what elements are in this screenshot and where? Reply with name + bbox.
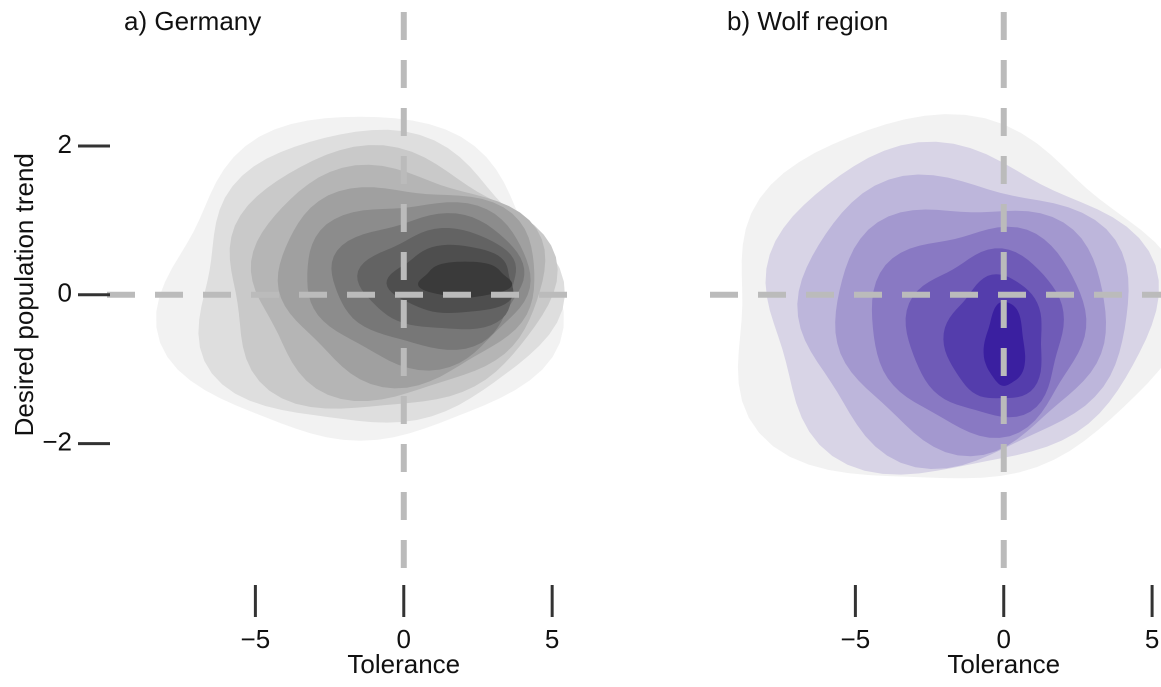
x-axis-label: Tolerance: [947, 649, 1060, 679]
panel-title: b) Wolf region: [727, 6, 888, 36]
panel: −5 0 5 b) Wolf region Tolerance: [710, 6, 1161, 679]
x-tick-label: 5: [545, 624, 559, 654]
density-contour: [418, 261, 513, 298]
x-tick-label: 0: [997, 624, 1011, 654]
y-axis-label: Desired population trend: [9, 153, 39, 436]
y-tick-label: −2: [42, 426, 72, 456]
panel-title: a) Germany: [124, 6, 261, 36]
x-tick-label: 0: [397, 624, 411, 654]
x-tick-label: −5: [841, 624, 871, 654]
y-tick-label: 2: [58, 129, 72, 159]
panel: −5 0 5 −2 0 2 a) Germany Tolerance Desired popul…: [9, 6, 567, 679]
x-tick-label: −5: [241, 624, 271, 654]
x-tick-label: 5: [1145, 624, 1159, 654]
y-tick-label: 0: [58, 278, 72, 308]
density-contour: [983, 301, 1026, 386]
x-axis-label: Tolerance: [347, 649, 460, 679]
